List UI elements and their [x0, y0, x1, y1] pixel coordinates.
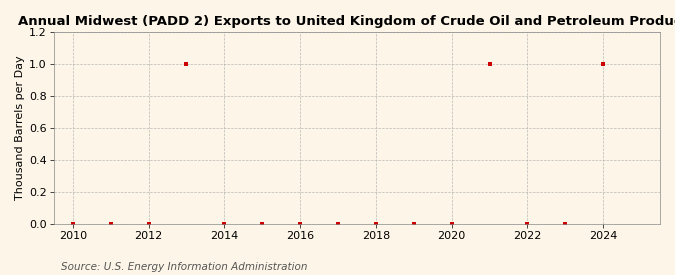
- Y-axis label: Thousand Barrels per Day: Thousand Barrels per Day: [15, 56, 25, 200]
- Title: Annual Midwest (PADD 2) Exports to United Kingdom of Crude Oil and Petroleum Pro: Annual Midwest (PADD 2) Exports to Unite…: [18, 15, 675, 28]
- Text: Source: U.S. Energy Information Administration: Source: U.S. Energy Information Administ…: [61, 262, 307, 272]
